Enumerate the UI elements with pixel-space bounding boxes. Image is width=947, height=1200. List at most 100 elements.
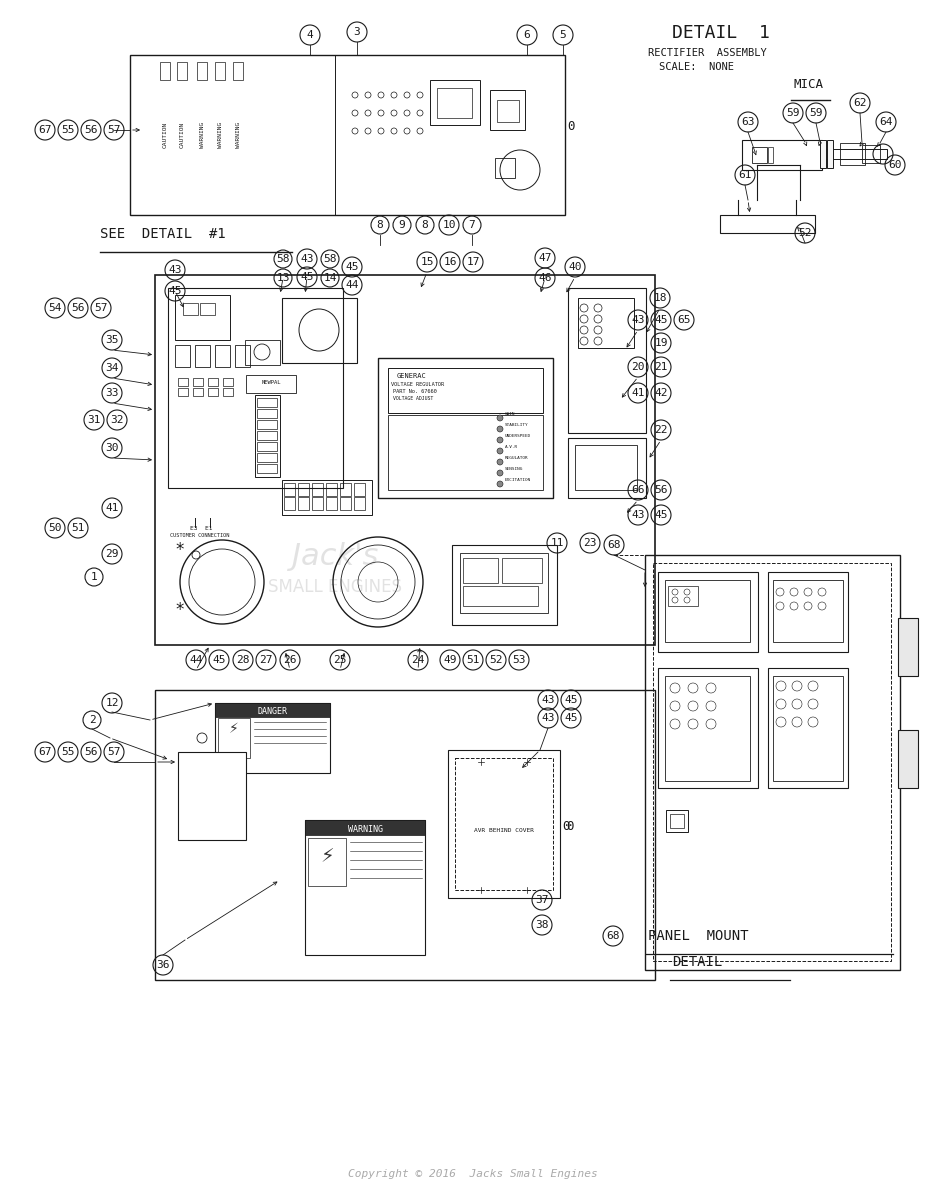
Text: 57: 57 [95, 302, 108, 313]
Bar [340, 497, 351, 510]
Text: 0: 0 [566, 820, 574, 833]
Bar [284, 497, 295, 510]
Text: 56: 56 [71, 302, 84, 313]
Bar [645, 554, 900, 970]
Text: 5: 5 [560, 30, 566, 40]
Text: 59: 59 [810, 108, 823, 118]
Text: 45: 45 [300, 272, 313, 282]
Text: 28: 28 [236, 655, 250, 665]
Bar [658, 572, 758, 652]
Text: CAUTION: CAUTION [163, 122, 168, 148]
Text: 45: 45 [654, 510, 668, 520]
Bar [257, 431, 277, 440]
Text: UNDERSPEED: UNDERSPEED [505, 434, 531, 438]
Bar [568, 288, 646, 433]
Text: AVR BEHIND COVER: AVR BEHIND COVER [474, 828, 534, 833]
Text: VOLTAGE REGULATOR: VOLTAGE REGULATOR [391, 382, 444, 386]
Text: 67: 67 [38, 125, 52, 134]
Bar [197, 62, 207, 80]
Bar [155, 275, 655, 646]
Bar [388, 368, 543, 413]
Bar [175, 295, 230, 340]
Text: 35: 35 [105, 335, 118, 346]
Text: *: * [176, 541, 184, 559]
Text: 49: 49 [443, 655, 456, 665]
Text: 24: 24 [411, 655, 425, 665]
Text: WARNING: WARNING [200, 122, 205, 148]
Bar [312, 497, 323, 510]
Bar [354, 497, 365, 510]
Text: EXCITATION: EXCITATION [505, 478, 531, 482]
Bar [490, 90, 525, 130]
Text: DETAIL  1: DETAIL 1 [672, 24, 770, 42]
Text: GAIN: GAIN [505, 412, 515, 416]
Bar [130, 55, 565, 215]
Text: 57: 57 [107, 125, 121, 134]
Text: 65: 65 [677, 314, 690, 325]
Text: 62: 62 [853, 98, 867, 108]
Circle shape [497, 458, 503, 464]
Text: 43: 43 [632, 314, 645, 325]
Text: 68: 68 [606, 931, 619, 941]
Bar [388, 415, 543, 490]
Text: STABILITY: STABILITY [505, 422, 528, 427]
Text: 11: 11 [550, 538, 563, 548]
Text: 46: 46 [538, 272, 552, 283]
Text: DANGER: DANGER [257, 708, 287, 716]
Text: WARNING: WARNING [348, 824, 383, 834]
Text: 32: 32 [110, 415, 124, 425]
Circle shape [497, 470, 503, 476]
Bar [720, 215, 815, 233]
Circle shape [497, 415, 503, 421]
Bar [827, 140, 833, 168]
Bar [773, 580, 843, 642]
Bar [255, 395, 280, 476]
Text: 64: 64 [879, 116, 893, 127]
Bar [312, 482, 323, 496]
Text: 17: 17 [466, 257, 480, 266]
Bar [666, 810, 688, 832]
Text: 7: 7 [469, 220, 475, 230]
Text: 25: 25 [333, 655, 347, 665]
Bar [215, 703, 330, 773]
Text: ⚡: ⚡ [229, 722, 239, 736]
Text: 16: 16 [443, 257, 456, 266]
Text: 51: 51 [71, 523, 84, 533]
Text: PART No. 67660: PART No. 67660 [393, 389, 437, 394]
Bar [257, 420, 277, 428]
Text: 3: 3 [353, 26, 361, 37]
Bar [495, 158, 515, 178]
Bar [257, 452, 277, 462]
Bar [898, 730, 918, 788]
Bar [354, 482, 365, 496]
Text: 9: 9 [399, 220, 405, 230]
Text: 18: 18 [653, 293, 667, 302]
Text: 14: 14 [323, 272, 337, 283]
Bar [752, 146, 767, 163]
Text: 8: 8 [421, 220, 428, 230]
Text: CUSTOMER CONNECTION: CUSTOMER CONNECTION [170, 533, 229, 538]
Bar [233, 62, 243, 80]
Text: SEE  DETAIL  #1: SEE DETAIL #1 [100, 227, 225, 241]
Bar [215, 62, 225, 80]
Bar [246, 374, 296, 392]
Bar [183, 302, 198, 314]
Text: REGULATOR: REGULATOR [505, 456, 528, 460]
Text: 20: 20 [632, 362, 645, 372]
Bar [177, 62, 187, 80]
Bar [578, 298, 634, 348]
Bar [463, 558, 498, 583]
Bar [668, 586, 698, 606]
Text: CAUTION: CAUTION [180, 122, 185, 148]
Text: 8: 8 [377, 220, 384, 230]
Text: SENSING: SENSING [505, 467, 524, 470]
Bar [340, 482, 351, 496]
Text: 45: 45 [169, 286, 182, 296]
Bar [463, 586, 538, 606]
Text: 63: 63 [742, 116, 755, 127]
Bar [840, 143, 865, 164]
Text: 23: 23 [583, 538, 597, 548]
Text: 36: 36 [156, 960, 170, 970]
Text: Copyright © 2016  Jacks Small Engines: Copyright © 2016 Jacks Small Engines [348, 1169, 598, 1178]
Text: 53: 53 [512, 655, 526, 665]
